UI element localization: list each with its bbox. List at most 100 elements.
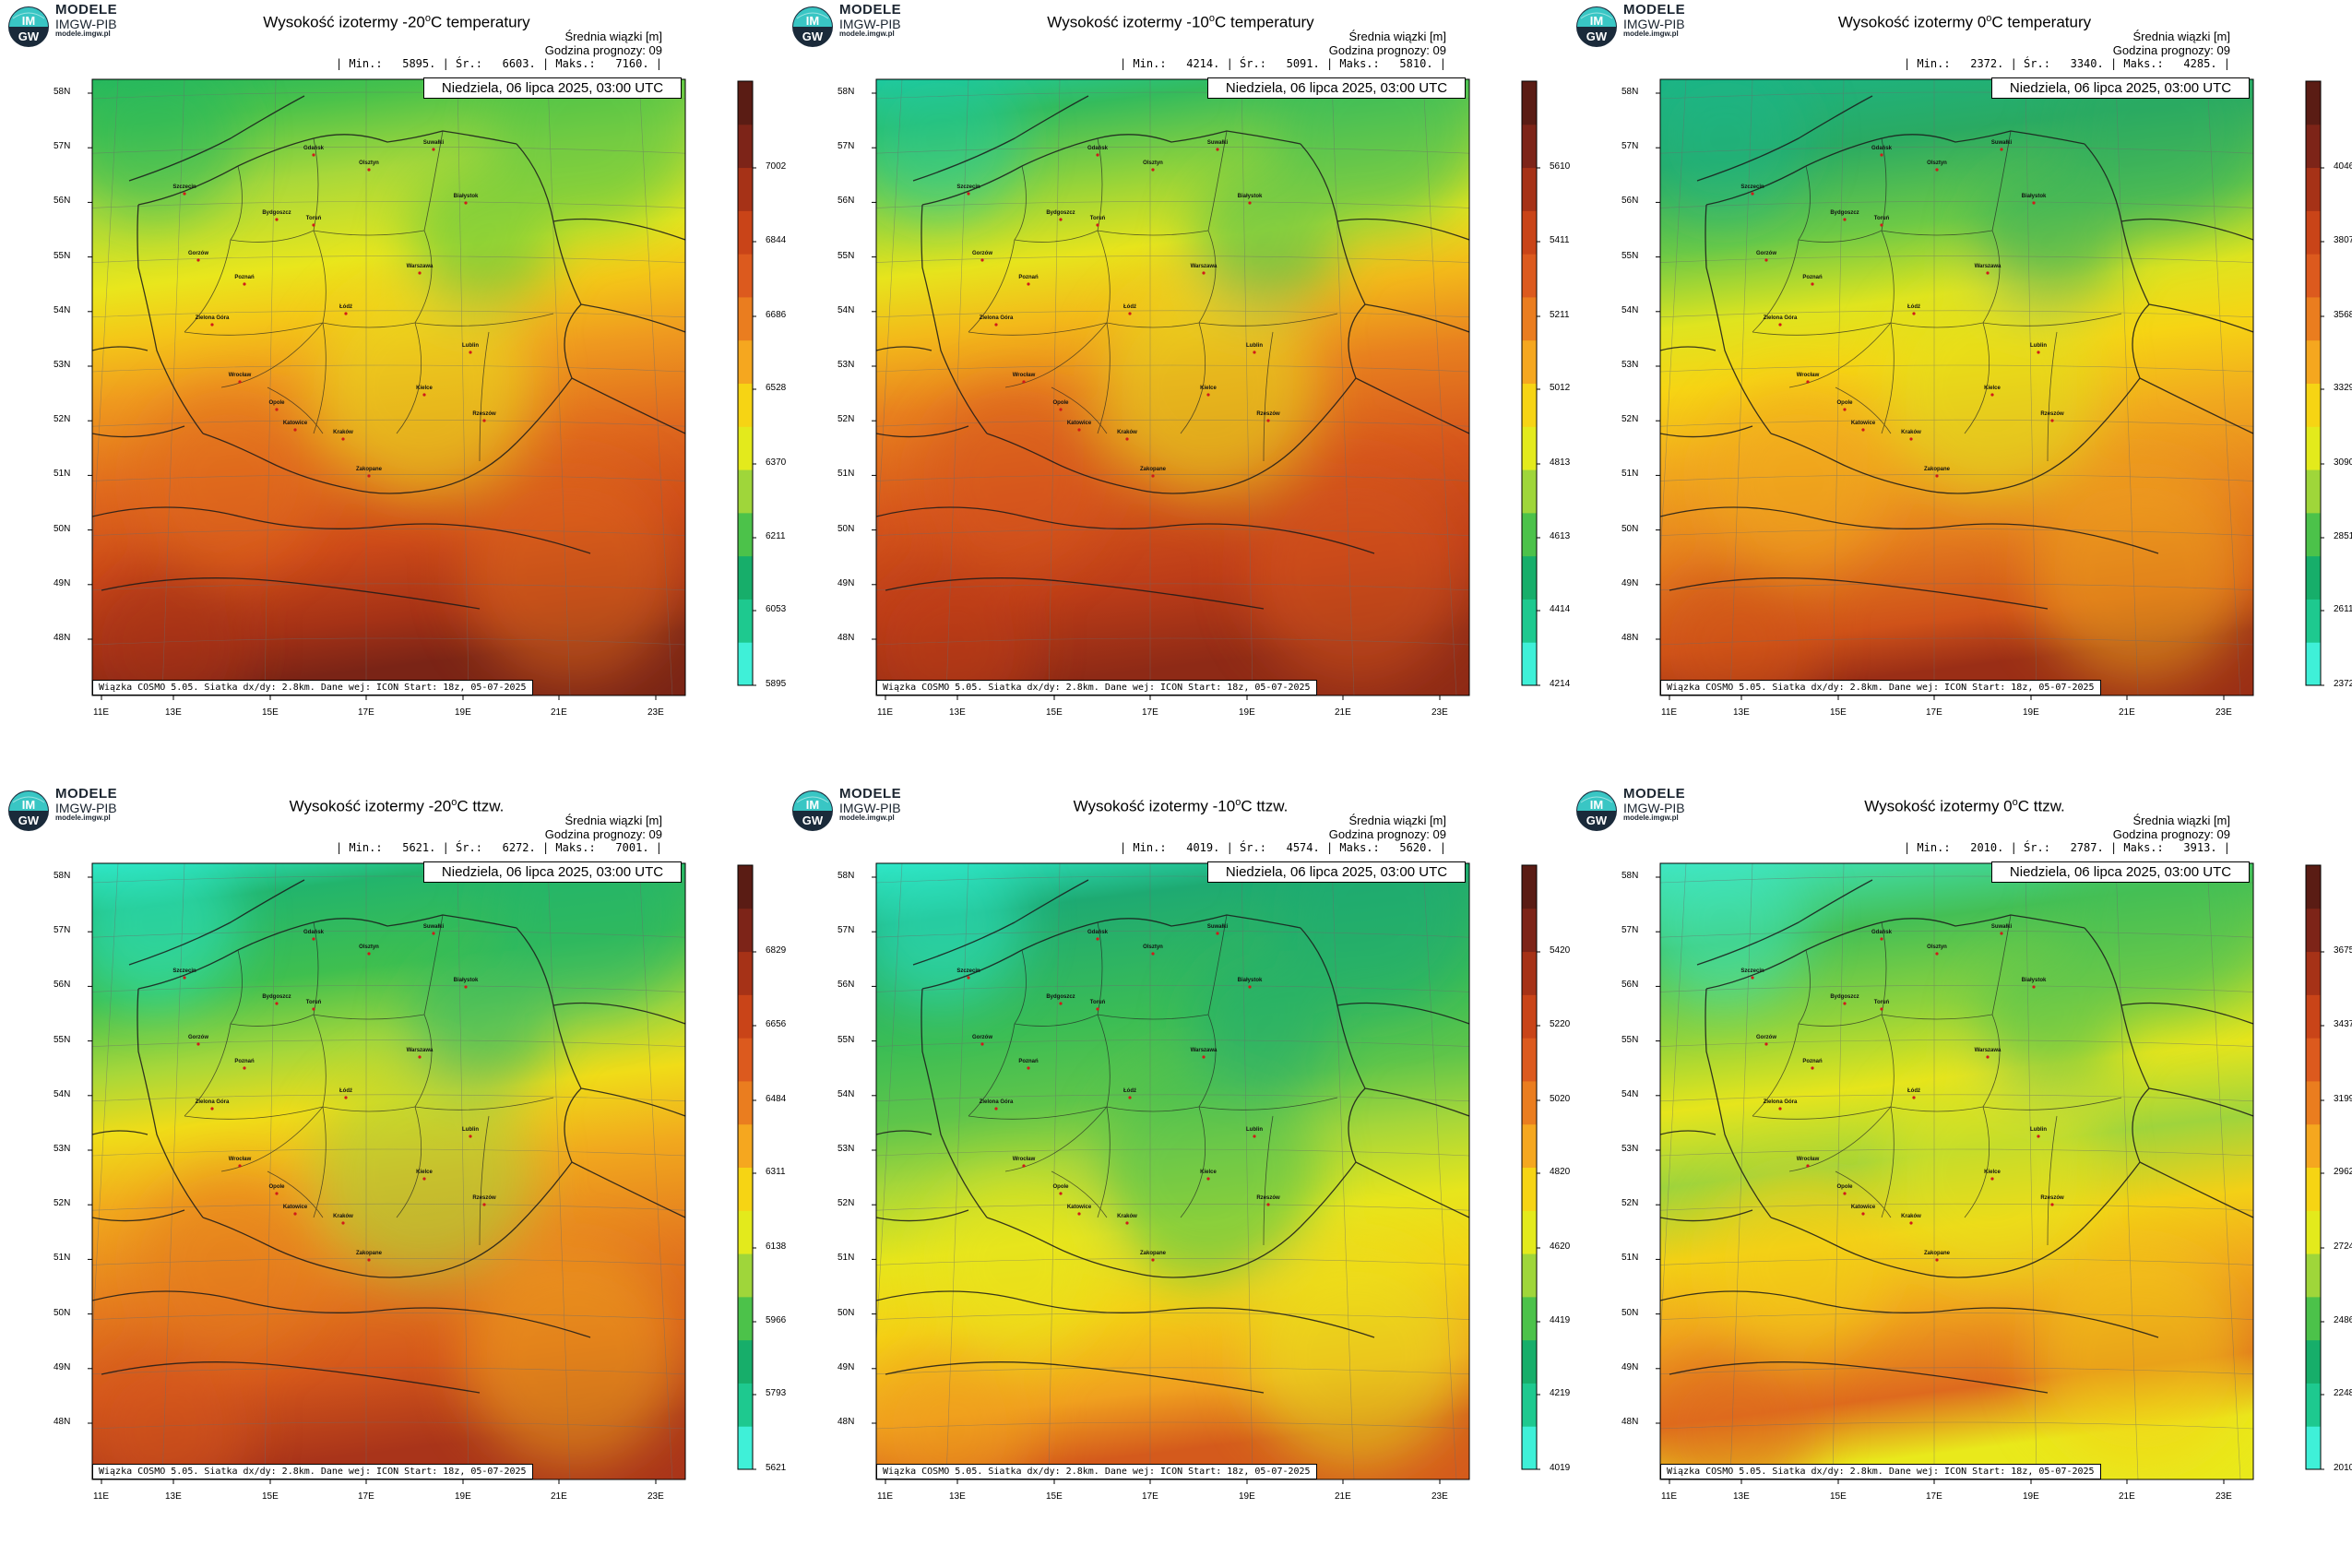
- lon-label: 23E: [647, 707, 664, 718]
- city-marker: [464, 201, 468, 205]
- city-marker: [1096, 223, 1099, 227]
- logo-url[interactable]: modele.imgw.pl: [839, 814, 895, 823]
- colorbar-label: 5012: [1550, 383, 1571, 393]
- title-prefix: Wysokość izotermy -10: [1047, 13, 1209, 31]
- lat-label: 57N: [53, 925, 71, 936]
- city-marker: [210, 1107, 214, 1111]
- title-prefix: Wysokość izotermy 0: [1864, 797, 2013, 815]
- colorbar: [737, 80, 756, 686]
- colorbar-segment: [1522, 1339, 1537, 1384]
- isotherm-map[interactable]: Gdańsk Olsztyn Białystok Szczecin Bydgoszcz T…: [784, 0, 1568, 784]
- colorbar: [737, 864, 756, 1470]
- lon-label: 11E: [877, 707, 894, 718]
- imgw-logo-icon[interactable]: IM GW: [791, 790, 834, 832]
- isotherm-map[interactable]: Gdańsk Olsztyn Białystok Szczecin Bydgoszcz T…: [1568, 0, 2352, 784]
- colorbar-label: 2486: [2334, 1315, 2352, 1325]
- city-label: Zakopane: [1140, 1251, 1167, 1256]
- city-label: Białystok: [454, 978, 479, 983]
- logo-mark-bottom: GW: [1586, 30, 1608, 43]
- city-marker: [1912, 1096, 1916, 1099]
- lon-label: 21E: [551, 707, 567, 718]
- city-marker: [1151, 1258, 1155, 1262]
- colorbar-segment: [2306, 1167, 2321, 1211]
- isotherm-map[interactable]: Gdańsk Olsztyn Białystok Szczecin Bydgoszcz T…: [0, 784, 784, 1568]
- lon-label: 11E: [1661, 707, 1678, 718]
- lat-label: 57N: [1621, 141, 1639, 152]
- imgw-logo-icon[interactable]: IM GW: [1575, 6, 1618, 48]
- colorbar-label: 6370: [766, 457, 787, 468]
- logo-mark-bottom: GW: [18, 30, 40, 43]
- imgw-logo-icon[interactable]: IM GW: [7, 6, 50, 48]
- colorbar-label: 5966: [766, 1315, 787, 1325]
- logo-url[interactable]: modele.imgw.pl: [1623, 814, 1679, 823]
- city-label: Toruń: [1874, 1000, 1890, 1005]
- city-marker: [422, 393, 426, 397]
- city-marker: [1125, 1221, 1129, 1225]
- logo-url[interactable]: modele.imgw.pl: [1623, 30, 1679, 39]
- colorbar-segment: [2306, 167, 2321, 211]
- city-marker: [367, 1258, 371, 1262]
- city-marker: [1128, 312, 1132, 315]
- city-marker: [1022, 380, 1026, 384]
- city-marker: [2000, 932, 2003, 935]
- city-label: Warszawa: [407, 1048, 434, 1053]
- colorbar-label: 5211: [1550, 310, 1570, 320]
- map-frame: [875, 862, 1470, 1480]
- city-label: Białystok: [1238, 194, 1263, 199]
- colorbar-label: 3199: [2334, 1094, 2352, 1104]
- colorbar-segment: [738, 951, 753, 995]
- city-marker: [1266, 419, 1270, 422]
- isotherm-map[interactable]: Gdańsk Olsztyn Białystok Szczecin Bydgoszcz T…: [0, 0, 784, 784]
- lon-label: 17E: [1142, 1491, 1158, 1502]
- city-marker: [994, 1107, 998, 1111]
- city-labels: Gdańsk Olsztyn Białystok Szczecin Bydgoszcz T…: [956, 924, 1280, 1262]
- colorbar-label: 2611: [2334, 604, 2352, 614]
- forecast-panel: IM GW MODELE IMGW-PIB modele.imgw.pl Wysokość…: [1568, 784, 2352, 1568]
- city-marker: [1059, 408, 1063, 411]
- colorbar-label: 4019: [1550, 1463, 1571, 1473]
- city-label: Opole: [268, 400, 285, 406]
- imgw-logo-icon[interactable]: IM GW: [791, 6, 834, 48]
- city-label: Gorzów: [1756, 1035, 1776, 1040]
- colorbar-segment: [1522, 1296, 1537, 1341]
- colorbar-segment: [1522, 1080, 1537, 1125]
- panel-title: Wysokość izotermy 0oC temperatury: [1771, 13, 2158, 32]
- valid-time-box: Niedziela, 06 lipca 2025, 03:00 UTC: [1207, 77, 1466, 99]
- colorbar-segment: [738, 469, 753, 514]
- logo-subtitle: IMGW-PIB: [839, 800, 901, 815]
- imgw-logo-icon[interactable]: IM GW: [7, 790, 50, 832]
- logo-url[interactable]: modele.imgw.pl: [55, 30, 111, 39]
- colorbar-segment: [1522, 339, 1537, 384]
- logo-url[interactable]: modele.imgw.pl: [55, 814, 111, 823]
- city-label: Toruń: [1874, 216, 1890, 221]
- lat-label: 48N: [53, 1417, 71, 1427]
- colorbar-segment: [2306, 994, 2321, 1039]
- forecast-hour: Godzina prognozy: 09: [1328, 827, 1446, 841]
- colorbar-segment: [2306, 642, 2321, 686]
- city-marker: [980, 258, 984, 262]
- lon-label: 23E: [2215, 707, 2232, 718]
- city-label: Rzeszów: [2040, 411, 2064, 417]
- city-marker: [967, 976, 970, 980]
- lat-label: 58N: [1621, 87, 1639, 97]
- colorbar-segment: [2306, 1080, 2321, 1125]
- colorbar-segment: [1522, 1253, 1537, 1298]
- city-label: Rzeszów: [2040, 1195, 2064, 1201]
- lon-label: 19E: [1239, 707, 1255, 718]
- city-label: Opole: [268, 1184, 285, 1190]
- colorbar-segment: [2306, 1296, 2321, 1341]
- city-label: Kraków: [1117, 1214, 1137, 1219]
- isotherm-map[interactable]: Gdańsk Olsztyn Białystok Szczecin Bydgoszcz T…: [784, 784, 1568, 1568]
- lon-label: 17E: [1142, 707, 1158, 718]
- isotherm-map[interactable]: Gdańsk Olsztyn Białystok Szczecin Bydgoszcz T…: [1568, 784, 2352, 1568]
- colorbar-segment: [1522, 908, 1537, 953]
- city-label: Katowice: [283, 1205, 308, 1210]
- imgw-logo-icon[interactable]: IM GW: [1575, 790, 1618, 832]
- city-label: Toruń: [1090, 1000, 1106, 1005]
- graticule: [92, 863, 685, 1479]
- lat-label: 55N: [1621, 250, 1639, 261]
- city-marker: [293, 428, 297, 432]
- logo-url[interactable]: modele.imgw.pl: [839, 30, 895, 39]
- colorbar-segment: [2306, 1253, 2321, 1298]
- colorbar-segment: [2306, 210, 2321, 255]
